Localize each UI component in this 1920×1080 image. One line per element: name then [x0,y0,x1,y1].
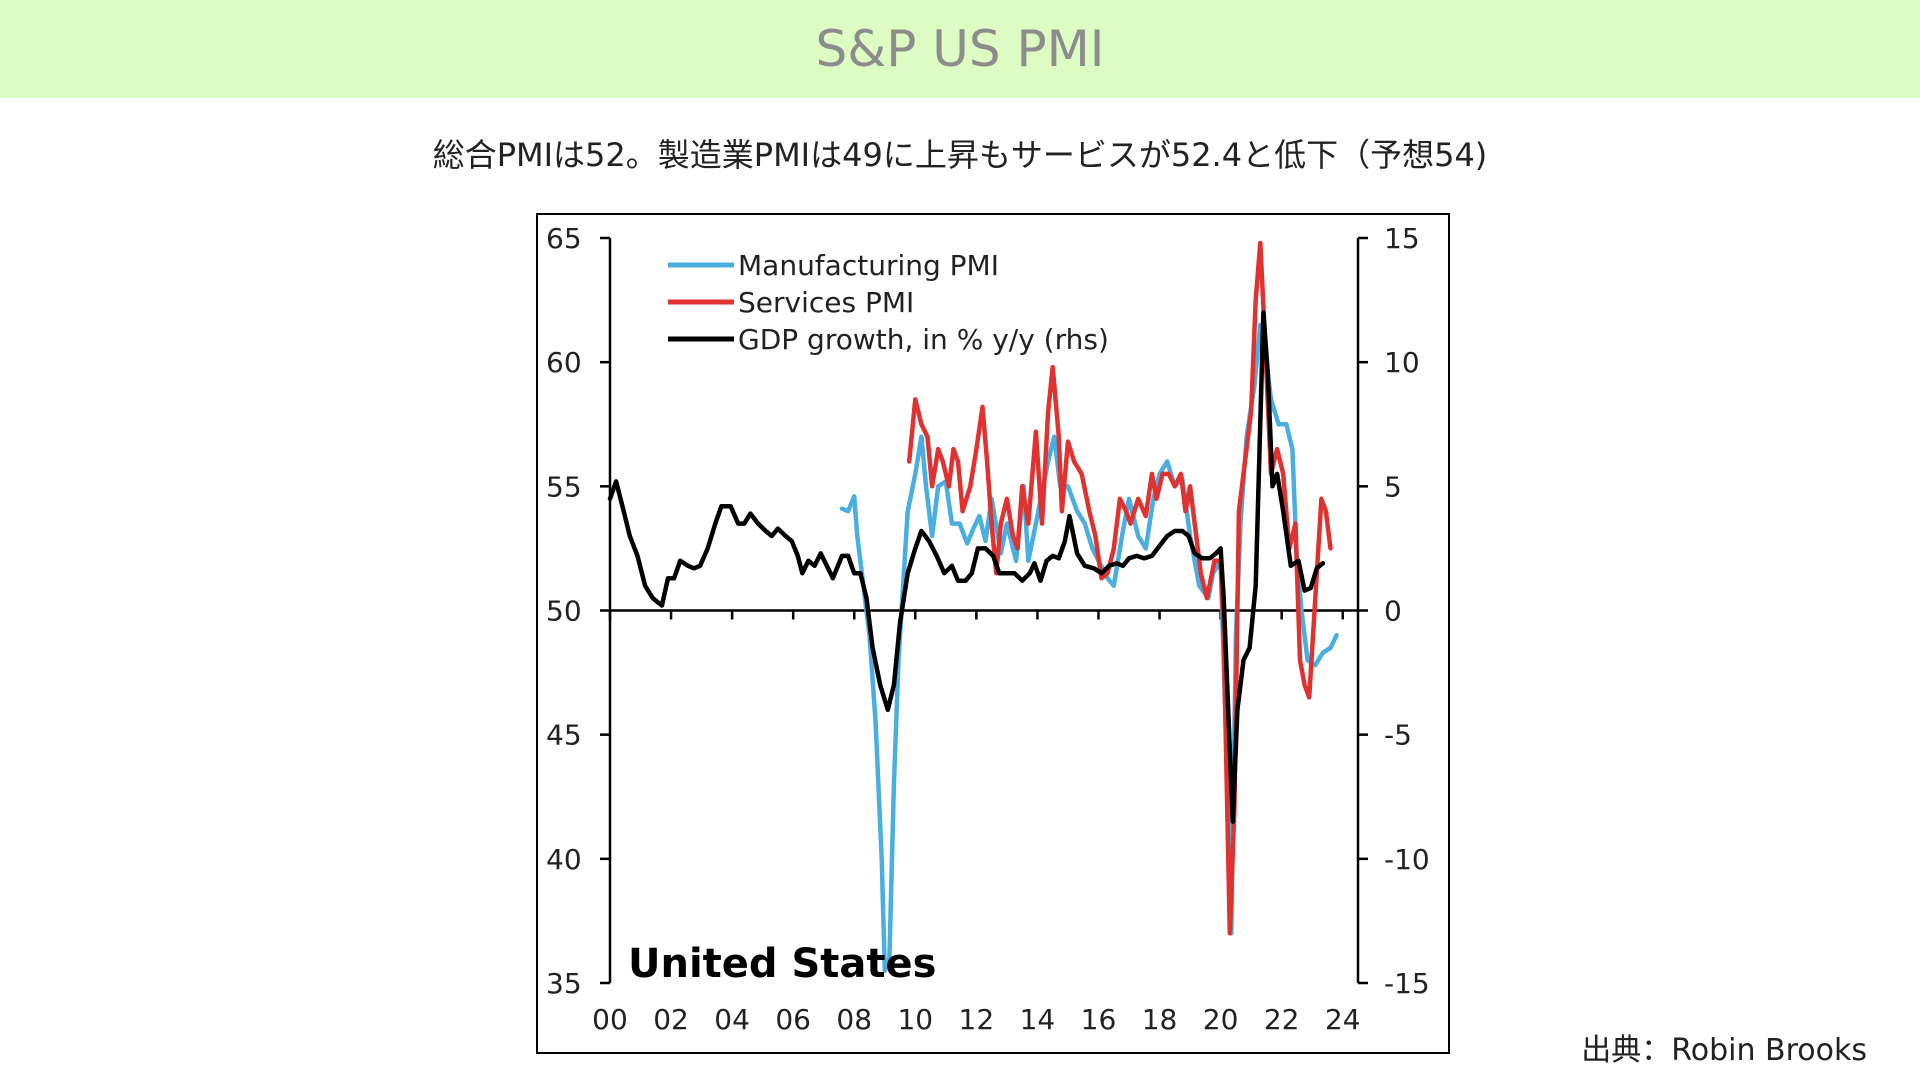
right-y-tick-label: 10 [1384,346,1420,379]
right-y-tick-label: 15 [1384,222,1420,255]
left-y-tick-label: 50 [546,595,582,628]
left-y-tick-label: 60 [546,346,582,379]
chart-frame: 35 40 45 50 55 60 65 -15 -10 -5 0 5 10 15 00 02 04 06 08 10… [536,213,1450,1054]
x-tick-label: 06 [775,1003,811,1036]
right-y-tick-label: -10 [1384,843,1430,876]
x-tick-label: 08 [836,1003,872,1036]
left-y-tick-label: 40 [546,843,582,876]
legend-label-2: Services PMI [738,286,914,319]
x-tick-label: 12 [959,1003,995,1036]
x-tick-label: 16 [1081,1003,1117,1036]
x-tick-label: 02 [653,1003,689,1036]
country-annotation: United States [628,941,936,987]
x-tick-label: 18 [1142,1003,1178,1036]
left-y-tick-label: 65 [546,222,582,255]
x-tick-label: 04 [714,1003,750,1036]
source-note: 出典：Robin Brooks [1581,1033,1867,1068]
x-tick-label: 00 [592,1003,628,1036]
legend-label-3: GDP growth, in % y/y (rhs) [738,323,1109,356]
pmi-chart: 35 40 45 50 55 60 65 -15 -10 -5 0 5 10 15 00 02 04 06 08 10… [546,222,1430,1036]
series-line-1 [839,322,1339,973]
right-y-tick-label: 5 [1384,470,1402,503]
page-title: S&P US PMI [815,20,1105,78]
x-tick-label: 14 [1020,1003,1056,1036]
left-y-tick-label: 35 [546,967,582,1000]
x-tick-label: 24 [1325,1003,1361,1036]
right-y-tick-label: -15 [1384,967,1430,1000]
right-y-tick-label: 0 [1384,595,1402,628]
series-line-2 [906,240,1333,936]
legend-label-1: Manufacturing PMI [738,249,999,282]
x-tick-label: 22 [1264,1003,1300,1036]
x-tick-label: 10 [897,1003,933,1036]
x-tick-label: 20 [1203,1003,1239,1036]
title-banner: S&P US PMI [0,0,1920,98]
left-y-tick-label: 55 [546,470,582,503]
right-y-tick-label: -5 [1384,719,1412,752]
chart-subtitle: 総合PMIは52。製造業PMIは49に上昇もサービスが52.4と低下（予想54) [432,136,1488,174]
left-y-tick-label: 45 [546,719,582,752]
series-line-3 [607,310,1326,824]
